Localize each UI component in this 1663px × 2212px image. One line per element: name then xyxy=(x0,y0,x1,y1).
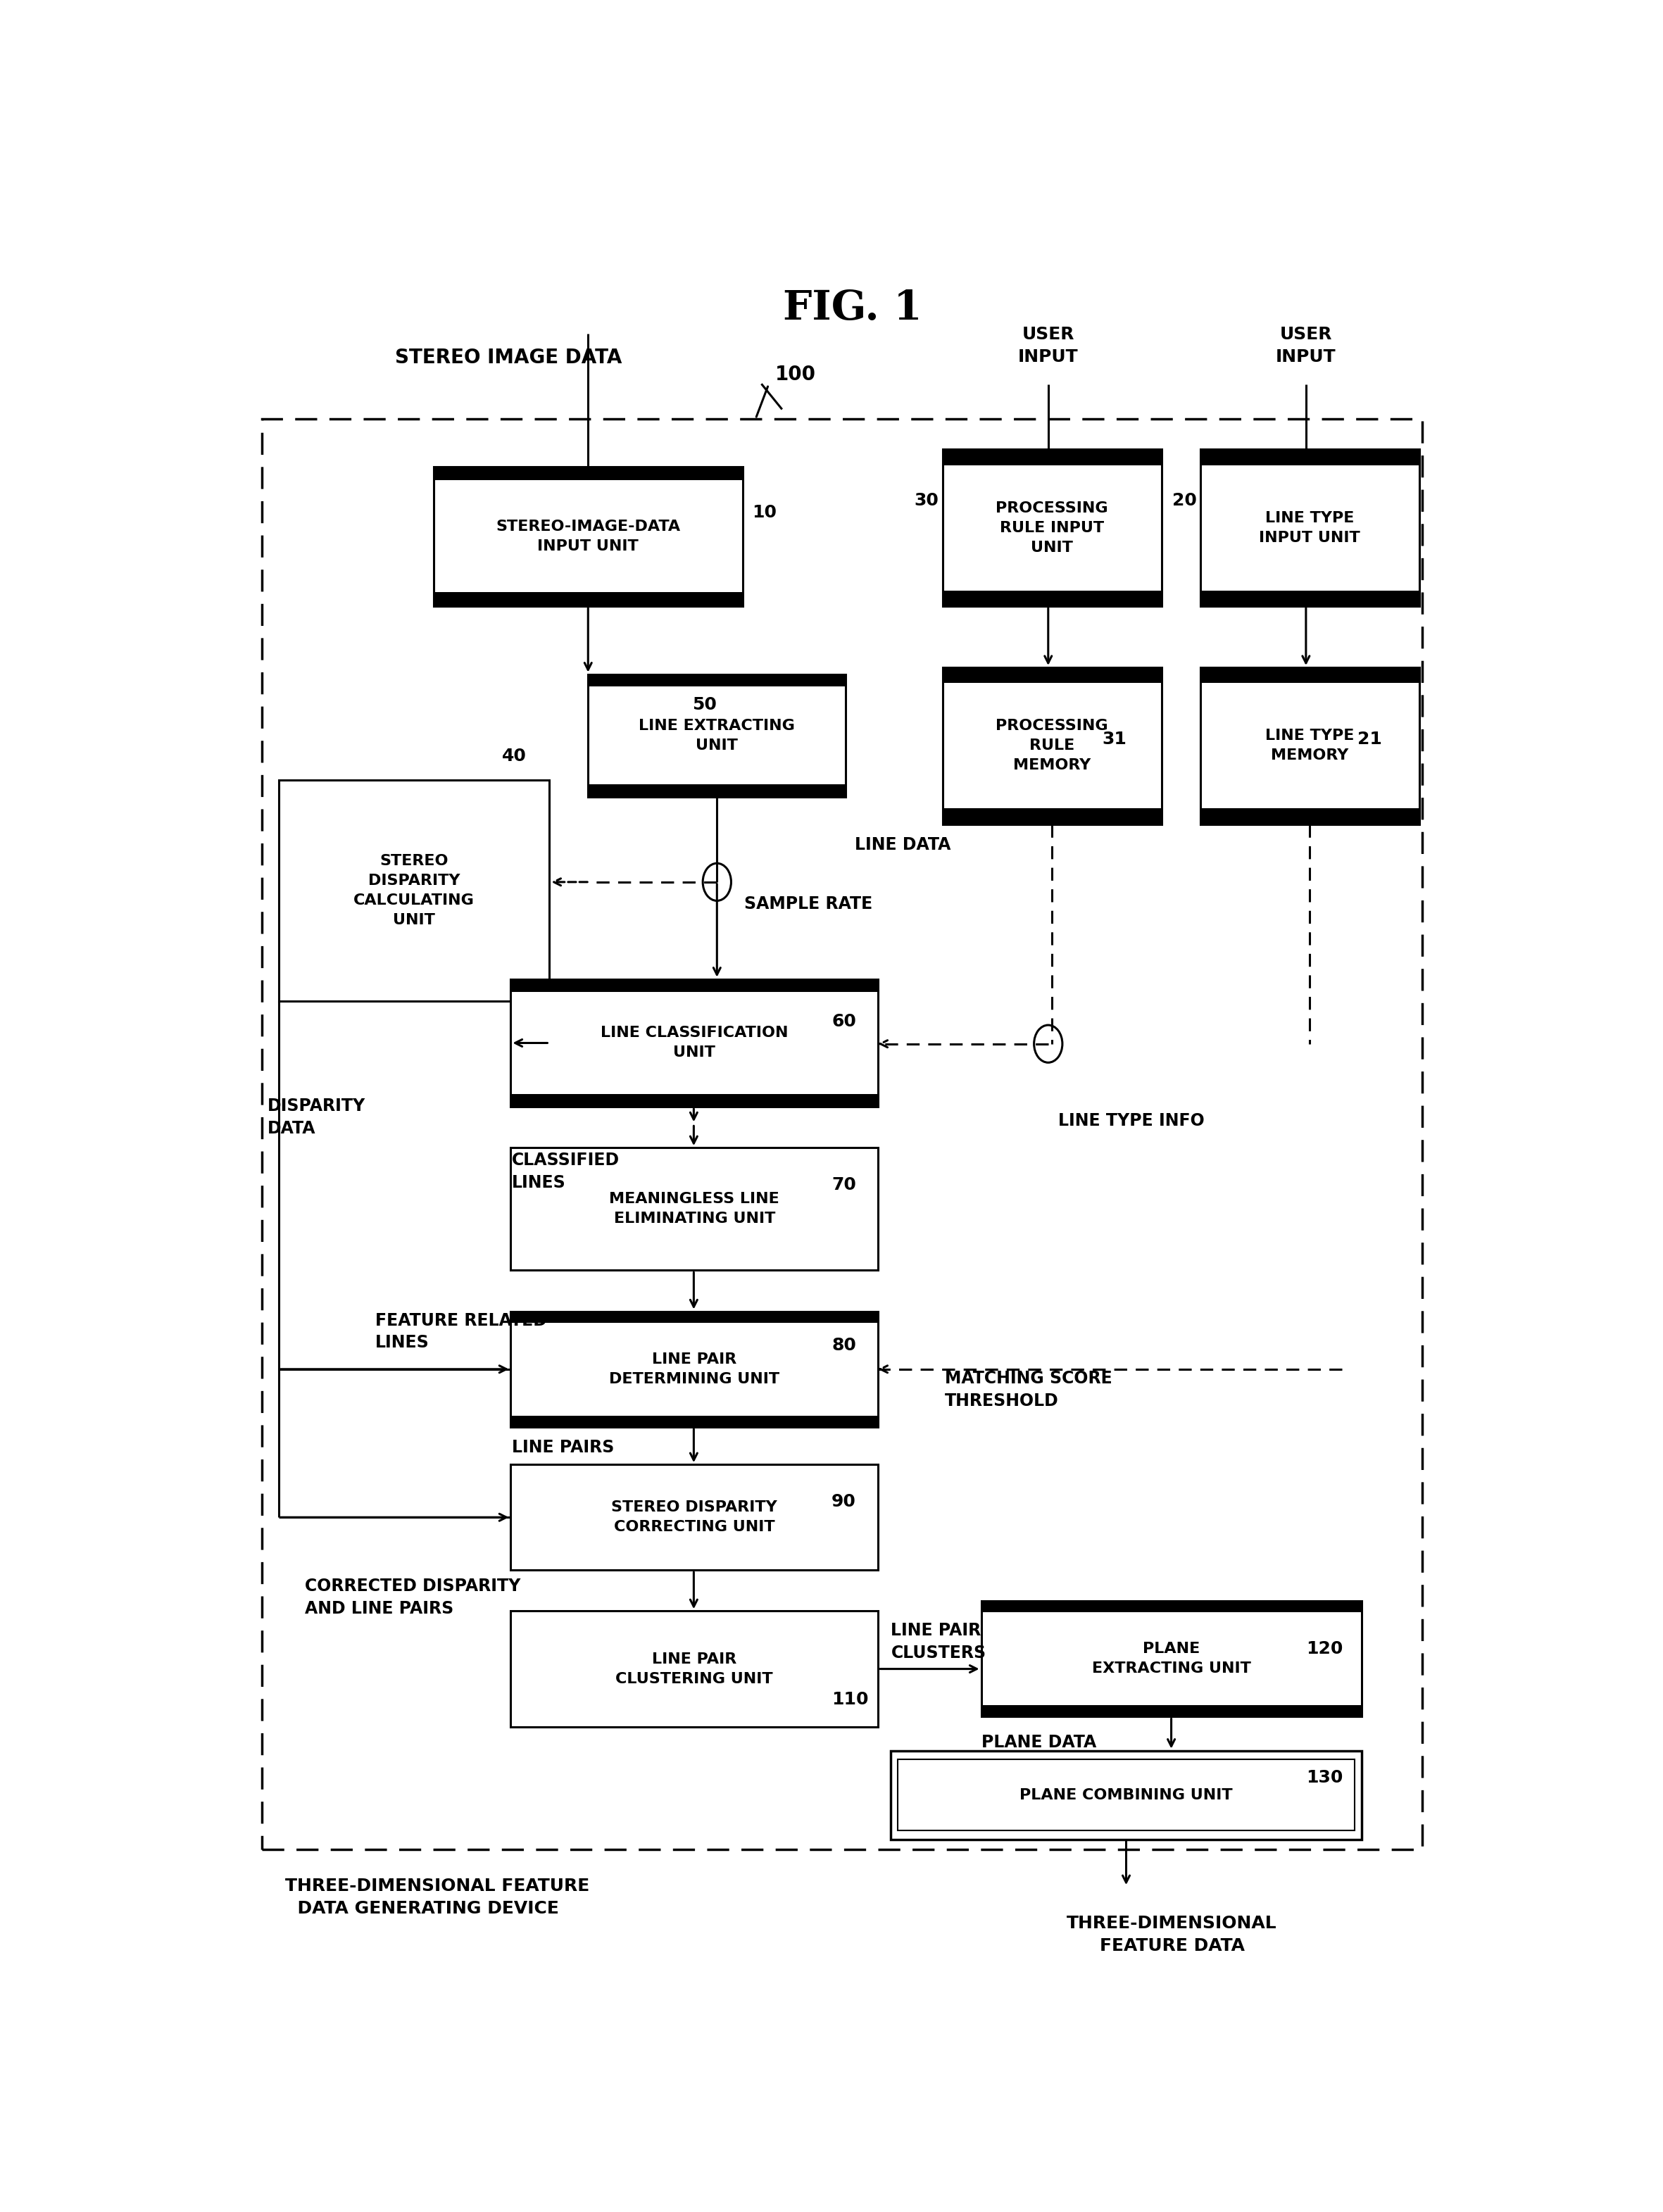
Bar xyxy=(434,467,743,480)
Text: STEREO-IMAGE-DATA
INPUT UNIT: STEREO-IMAGE-DATA INPUT UNIT xyxy=(496,520,680,553)
Text: LINE CLASSIFICATION
UNIT: LINE CLASSIFICATION UNIT xyxy=(600,1026,788,1060)
Bar xyxy=(434,467,743,606)
Bar xyxy=(1201,449,1420,465)
Text: THREE-DIMENSIONAL FEATURE
  DATA GENERATING DEVICE: THREE-DIMENSIONAL FEATURE DATA GENERATIN… xyxy=(286,1878,590,1918)
Text: USER
INPUT: USER INPUT xyxy=(1018,325,1078,365)
Bar xyxy=(511,980,878,1106)
Text: 100: 100 xyxy=(775,365,817,385)
Bar xyxy=(511,1095,878,1106)
Bar xyxy=(943,807,1161,825)
Bar xyxy=(511,1610,878,1728)
Text: SAMPLE RATE: SAMPLE RATE xyxy=(743,896,873,914)
Bar xyxy=(943,668,1161,684)
Bar xyxy=(589,675,846,796)
Bar xyxy=(943,449,1161,465)
Text: 30: 30 xyxy=(915,491,938,509)
Bar xyxy=(434,593,743,606)
Text: 110: 110 xyxy=(832,1692,868,1708)
Text: 40: 40 xyxy=(502,748,526,765)
Text: LINE PAIR
CLUSTERING UNIT: LINE PAIR CLUSTERING UNIT xyxy=(615,1652,773,1686)
Text: STEREO IMAGE DATA: STEREO IMAGE DATA xyxy=(394,347,622,367)
Text: 70: 70 xyxy=(832,1177,856,1194)
Bar xyxy=(1201,807,1420,825)
Bar xyxy=(981,1705,1362,1717)
Text: 130: 130 xyxy=(1305,1770,1342,1787)
Bar xyxy=(511,1312,878,1427)
Bar xyxy=(263,418,1422,1849)
Text: LINE TYPE
INPUT UNIT: LINE TYPE INPUT UNIT xyxy=(1259,511,1360,544)
Text: 50: 50 xyxy=(692,697,717,712)
Text: LINE PAIRS: LINE PAIRS xyxy=(512,1440,614,1455)
Text: THREE-DIMENSIONAL
FEATURE DATA: THREE-DIMENSIONAL FEATURE DATA xyxy=(1066,1916,1277,1953)
Text: 21: 21 xyxy=(1357,730,1382,748)
Text: FEATURE RELATED
LINES: FEATURE RELATED LINES xyxy=(376,1312,547,1352)
Text: 60: 60 xyxy=(832,1013,856,1031)
Text: USER
INPUT: USER INPUT xyxy=(1276,325,1335,365)
Text: PLANE DATA: PLANE DATA xyxy=(981,1734,1096,1750)
Bar xyxy=(1201,668,1420,684)
Bar xyxy=(511,1416,878,1427)
Bar xyxy=(511,980,878,991)
Text: LINE TYPE
MEMORY: LINE TYPE MEMORY xyxy=(1266,730,1354,763)
Text: LINE PAIR
CLUSTERS: LINE PAIR CLUSTERS xyxy=(891,1621,986,1661)
Bar xyxy=(589,785,846,796)
Bar xyxy=(943,668,1161,825)
Bar xyxy=(511,1312,878,1323)
Text: 120: 120 xyxy=(1305,1639,1342,1657)
Bar xyxy=(981,1601,1362,1717)
Text: PROCESSING
RULE
MEMORY: PROCESSING RULE MEMORY xyxy=(996,719,1108,772)
Text: STEREO DISPARITY
CORRECTING UNIT: STEREO DISPARITY CORRECTING UNIT xyxy=(612,1500,777,1535)
Text: CLASSIFIED
LINES: CLASSIFIED LINES xyxy=(512,1152,620,1190)
Text: LINE TYPE INFO: LINE TYPE INFO xyxy=(1059,1113,1204,1128)
Text: 31: 31 xyxy=(1103,730,1128,748)
Text: DISPARITY
DATA: DISPARITY DATA xyxy=(268,1097,366,1137)
Text: STEREO
DISPARITY
CALCULATING
UNIT: STEREO DISPARITY CALCULATING UNIT xyxy=(354,854,474,927)
Text: PROCESSING
RULE INPUT
UNIT: PROCESSING RULE INPUT UNIT xyxy=(996,500,1108,555)
Bar xyxy=(891,1750,1362,1838)
Bar xyxy=(898,1759,1355,1832)
Bar xyxy=(511,1464,878,1571)
Bar xyxy=(1201,449,1420,606)
Text: LINE DATA: LINE DATA xyxy=(855,836,951,854)
Text: MATCHING SCORE
THRESHOLD: MATCHING SCORE THRESHOLD xyxy=(945,1369,1113,1409)
Text: 20: 20 xyxy=(1172,491,1196,509)
Text: CORRECTED DISPARITY
AND LINE PAIRS: CORRECTED DISPARITY AND LINE PAIRS xyxy=(304,1577,521,1617)
Bar xyxy=(981,1601,1362,1613)
Bar xyxy=(1201,591,1420,606)
Text: PLANE COMBINING UNIT: PLANE COMBINING UNIT xyxy=(1019,1787,1232,1803)
Text: MEANINGLESS LINE
ELIMINATING UNIT: MEANINGLESS LINE ELIMINATING UNIT xyxy=(609,1192,780,1225)
Text: 10: 10 xyxy=(752,504,777,520)
Text: 90: 90 xyxy=(832,1493,856,1511)
Text: FIG. 1: FIG. 1 xyxy=(783,288,921,327)
Bar xyxy=(943,449,1161,606)
Bar xyxy=(589,675,846,686)
Bar xyxy=(1201,668,1420,825)
Text: PLANE
EXTRACTING UNIT: PLANE EXTRACTING UNIT xyxy=(1091,1641,1251,1674)
Text: 80: 80 xyxy=(832,1336,856,1354)
Text: LINE PAIR
DETERMINING UNIT: LINE PAIR DETERMINING UNIT xyxy=(609,1352,780,1387)
Bar xyxy=(943,591,1161,606)
Bar xyxy=(279,781,549,1002)
Text: LINE EXTRACTING
UNIT: LINE EXTRACTING UNIT xyxy=(639,719,795,752)
Bar xyxy=(511,1148,878,1270)
